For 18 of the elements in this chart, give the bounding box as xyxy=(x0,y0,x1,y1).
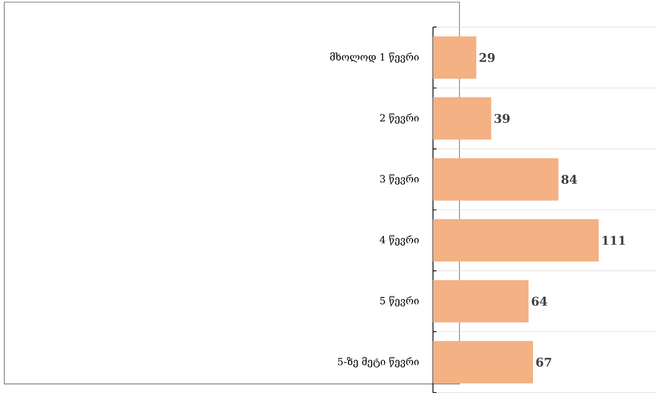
data-label: 64 xyxy=(532,296,548,306)
data-label: 67 xyxy=(536,358,552,367)
y-tick-label: 5 წევრი xyxy=(380,296,419,306)
data-label: 39 xyxy=(494,114,510,123)
bar xyxy=(432,219,599,262)
y-tick-label: 5-ზე მეტი წევრი xyxy=(338,356,419,368)
data-label: 29 xyxy=(480,52,495,62)
data-label: 84 xyxy=(562,174,578,184)
y-tick-label: 2 წევრი xyxy=(380,113,419,124)
bar xyxy=(432,340,534,384)
y-tick-label: 3 წევრი xyxy=(380,174,419,185)
bar xyxy=(432,158,558,201)
data-label: 111 xyxy=(602,236,625,245)
bar xyxy=(432,36,476,79)
y-tick-label: მხოლოდ 1 წევრი xyxy=(330,52,419,63)
bar xyxy=(432,97,492,140)
y-tick-label: 4 წევრი xyxy=(380,235,419,246)
bar xyxy=(432,280,529,322)
